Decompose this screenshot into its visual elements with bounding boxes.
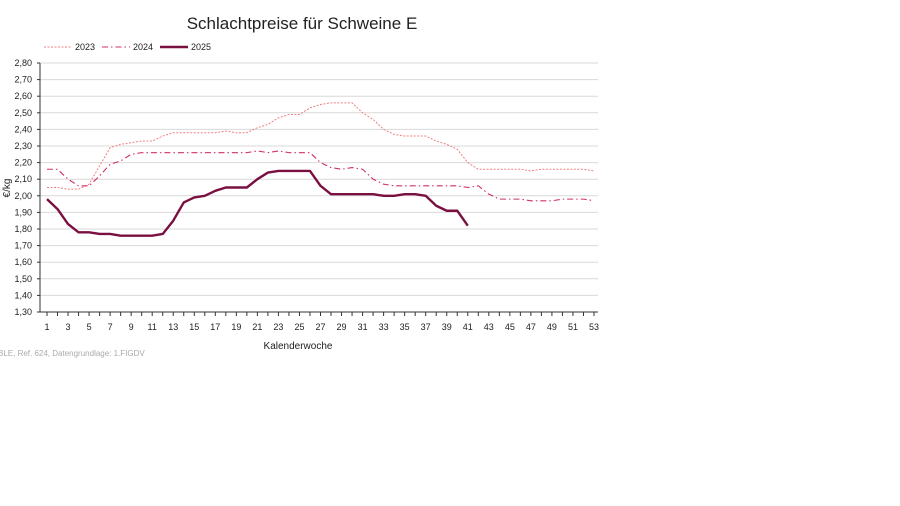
y-tick-label: 2,40 [14,124,32,134]
gridlines [40,62,598,296]
x-tick-label: 5 [87,322,92,332]
x-tick-label: 25 [294,322,304,332]
y-tick-label: 1,60 [14,257,32,267]
legend: 2023 2024 2025 [44,42,211,52]
x-tick-label: 43 [484,322,494,332]
y-tick-label: 1,80 [14,224,32,234]
x-axis-ticks: 1 3 5 7 9 11 13 15 17 19 21 23 25 27 29 31 33 35 37 39 41 43 4… [44,312,599,332]
y-tick-label: 2,10 [14,174,32,184]
chart-title: Schlachtpreise für Schweine E [187,14,418,33]
x-tick-label: 3 [66,322,71,332]
x-tick-label: 35 [400,322,410,332]
series-line-2025 [46,169,469,237]
x-tick-label: 19 [231,322,241,332]
x-tick-label: 33 [379,322,389,332]
series-lines [46,102,595,237]
legend-label-2024: 2024 [133,42,153,52]
y-axis-label: €/kg [2,179,13,198]
series-line-2024 [47,150,595,202]
x-tick-label: 15 [189,322,199,332]
series-line-2023 [47,102,595,190]
y-tick-label: 2,00 [14,191,32,201]
y-tick-label: 2,50 [14,108,32,118]
x-tick-label: 49 [547,322,557,332]
x-tick-label: 47 [526,322,536,332]
x-tick-label: 37 [421,322,431,332]
x-tick-label: 17 [210,322,220,332]
y-tick-label: 2,20 [14,158,32,168]
source-note: BLE, Ref. 624, Datengrundlage: 1.FIGDV [0,349,145,358]
x-tick-label: 45 [505,322,515,332]
x-tick-label: 51 [568,322,578,332]
y-tick-label: 1,70 [14,241,32,251]
y-tick-label: 2,30 [14,141,32,151]
legend-label-2023: 2023 [75,42,95,52]
x-tick-label: 9 [129,322,134,332]
y-axis-ticks: 1,30 1,40 1,50 1,60 1,70 1,80 1,90 2,00 2,10 2,20… [14,58,40,317]
x-tick-label: 29 [337,322,347,332]
y-tick-label: 2,80 [14,58,32,68]
x-axis-label: Kalenderwoche [264,341,333,352]
x-tick-label: 23 [273,322,283,332]
y-tick-label: 1,40 [14,290,32,300]
x-tick-label: 27 [315,322,325,332]
y-tick-label: 1,30 [14,307,32,317]
x-tick-label: 41 [463,322,473,332]
x-tick-label: 31 [358,322,368,332]
x-tick-label: 21 [252,322,262,332]
y-tick-label: 2,70 [14,75,32,85]
x-tick-label: 53 [589,322,599,332]
x-tick-label: 13 [168,322,178,332]
y-tick-label: 2,60 [14,91,32,101]
y-tick-label: 1,50 [14,274,32,284]
x-tick-label: 1 [44,322,49,332]
y-tick-label: 1,90 [14,207,32,217]
x-tick-label: 39 [442,322,452,332]
x-tick-label: 11 [148,322,157,332]
x-tick-label: 7 [108,322,113,332]
legend-label-2025: 2025 [191,42,211,52]
